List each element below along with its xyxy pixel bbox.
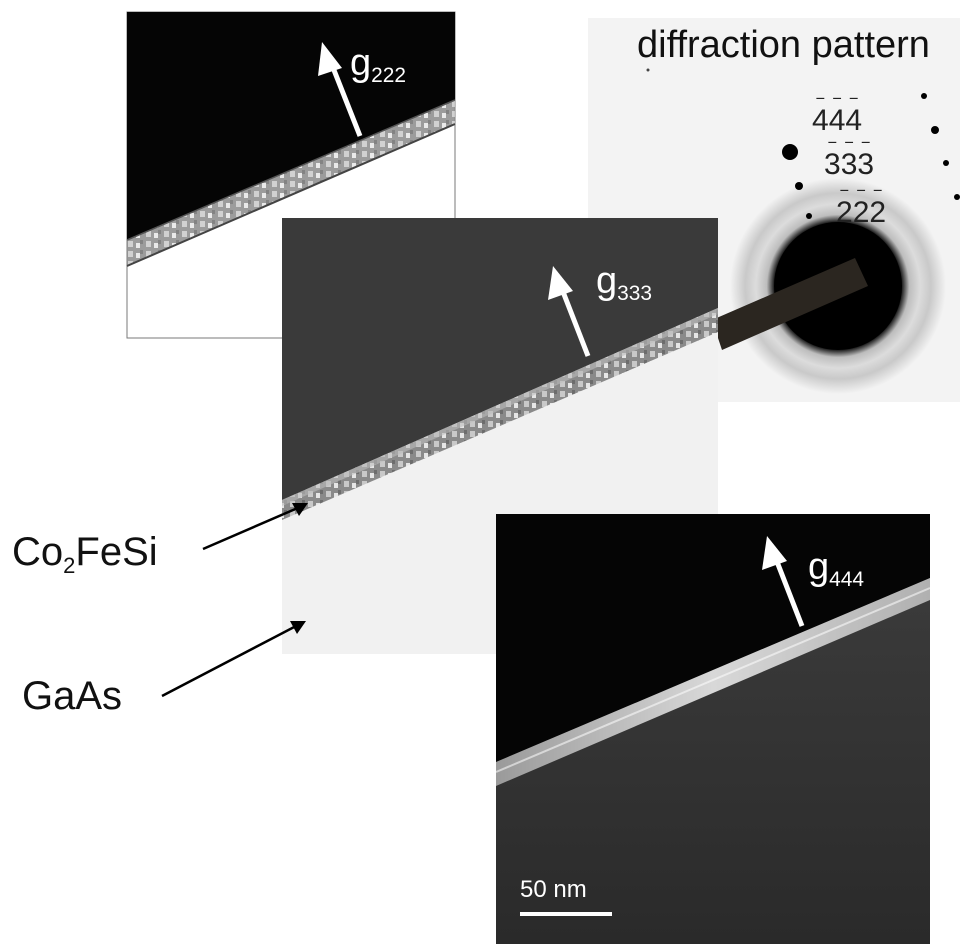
scale-bar-label: 50 nm (520, 876, 587, 903)
diffraction-spot (921, 93, 927, 99)
beam-stop (712, 258, 868, 350)
diffraction-spot (795, 182, 803, 190)
co2fesi-label: Co2FeSi (12, 530, 158, 578)
co2fesi-pointer (202, 503, 308, 551)
spot-label-333: ‾ 3 ‾ 3 ‾ 3 (824, 141, 875, 181)
g333-arrow (548, 266, 591, 357)
g444-arrow (762, 536, 805, 627)
spot-label-222: ‾ 2 ‾ 2 ‾ 2 (836, 189, 887, 229)
diffraction-spot (782, 144, 798, 160)
gaas-label: GaAs (22, 674, 123, 718)
g222-arrow (318, 42, 363, 137)
diffraction-spot (931, 126, 939, 134)
g444-label: g444 (808, 546, 864, 592)
diffraction-spot (806, 213, 812, 219)
diffraction-spot (943, 160, 949, 166)
spot-label-444: ‾ 4 ‾ 4 ‾ 4 (812, 97, 863, 137)
diffraction-spot (954, 194, 960, 200)
g333-label: g333 (596, 260, 652, 306)
gaas-pointer (161, 621, 306, 698)
g222-label: g222 (350, 42, 406, 88)
diffraction-title: diffraction pattern (637, 24, 930, 66)
g444-panel (495, 514, 931, 944)
